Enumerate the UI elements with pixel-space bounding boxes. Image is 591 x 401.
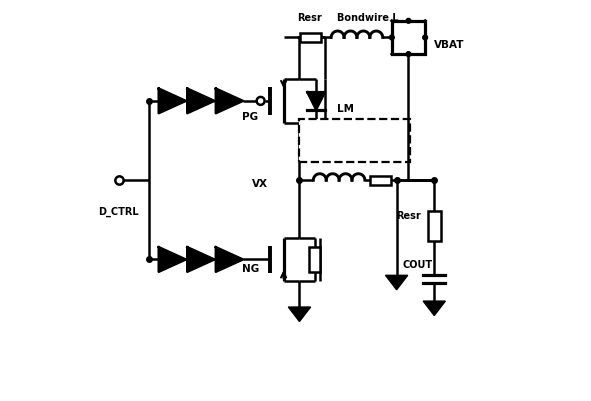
Polygon shape	[159, 89, 186, 114]
Bar	[392, 22, 425, 55]
Text: NG: NG	[242, 264, 259, 273]
Polygon shape	[385, 275, 408, 290]
Bar	[309, 247, 320, 272]
Text: VX: VX	[252, 179, 268, 188]
Text: D_CTRL: D_CTRL	[98, 207, 139, 217]
Text: Bondwire L: Bondwire L	[337, 12, 399, 22]
Circle shape	[423, 36, 427, 41]
Circle shape	[406, 53, 411, 57]
Bar	[300, 34, 322, 43]
Bar	[300, 119, 411, 163]
Polygon shape	[423, 301, 446, 316]
Circle shape	[389, 36, 394, 41]
Polygon shape	[187, 247, 215, 272]
Polygon shape	[288, 307, 310, 322]
Text: VBAT: VBAT	[434, 40, 465, 50]
Polygon shape	[187, 89, 215, 114]
Text: Resr: Resr	[397, 210, 421, 220]
Bar	[371, 176, 391, 185]
Bar	[428, 211, 441, 241]
Polygon shape	[159, 247, 186, 272]
Polygon shape	[216, 89, 243, 114]
Circle shape	[406, 19, 411, 24]
Text: COUT: COUT	[402, 260, 433, 270]
Polygon shape	[216, 247, 243, 272]
Text: LM: LM	[337, 103, 354, 113]
Text: Resr: Resr	[297, 12, 322, 22]
Polygon shape	[307, 93, 325, 110]
Text: PG: PG	[242, 111, 258, 122]
